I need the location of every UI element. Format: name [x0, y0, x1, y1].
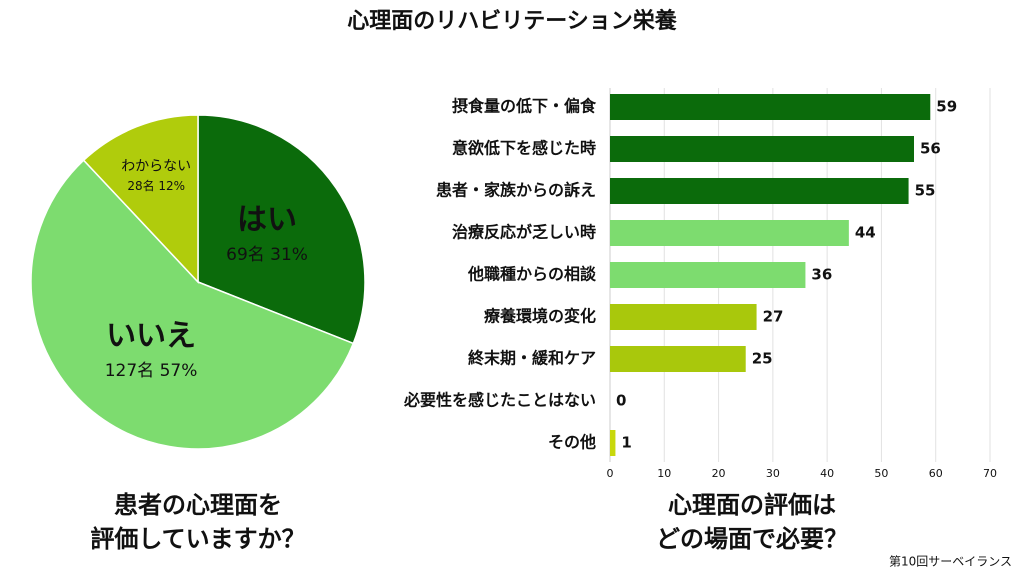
pie-slice — [82, 114, 199, 284]
x-tick-label: 70 — [983, 467, 997, 480]
y-tick-label: 療養環境の変化 — [484, 307, 596, 326]
value-label: 59 — [936, 98, 957, 116]
x-tick-label: 50 — [874, 467, 888, 480]
chart-title: どの場面で必要？ — [656, 525, 848, 553]
pie-slice — [197, 114, 366, 345]
value-label: 55 — [915, 182, 936, 200]
y-tick-label: 他職種からの相談 — [467, 265, 597, 284]
y-tick-label: 摂食量の低下・偏食 — [452, 97, 597, 116]
bar — [610, 346, 746, 372]
x-tick-label: 20 — [712, 467, 726, 480]
source: 第10回サーベイランス — [889, 555, 1012, 569]
value-label: 1 — [621, 434, 631, 452]
x-tick-label: 40 — [820, 467, 834, 480]
slice-label: はい — [237, 203, 297, 238]
value-label: 36 — [811, 266, 832, 284]
chart-title: 心理面の評価は — [668, 491, 836, 519]
bar — [610, 304, 757, 330]
value-label: 56 — [920, 140, 941, 158]
x-tick-label: 10 — [657, 467, 671, 480]
y-tick-label: 意欲低下を感じた時 — [452, 139, 596, 158]
page-title: 心理面のリハビリテーション栄養 — [347, 8, 677, 34]
bar — [610, 430, 616, 456]
bar — [610, 136, 914, 162]
value-label: 0 — [616, 392, 626, 410]
slice-label: いいえ — [106, 319, 196, 354]
value-label: 44 — [855, 224, 876, 242]
x-tick-label: 30 — [766, 467, 780, 480]
slice-label: わからない — [121, 158, 191, 174]
value-label: 27 — [763, 308, 784, 326]
slice-value-label: 28名 12% — [127, 178, 185, 193]
pie-slice — [30, 159, 355, 450]
chart-title: 評価していますか？ — [90, 525, 305, 553]
bar — [610, 262, 806, 288]
y-tick-label: 必要性を感じたことはない — [403, 391, 596, 410]
y-tick-label: その他 — [548, 433, 596, 452]
y-tick-label: 患者・家族からの訴え — [436, 181, 596, 200]
bar — [610, 178, 909, 204]
y-tick-label: 治療反応が乏しい時 — [452, 223, 596, 242]
x-tick-label: 60 — [929, 467, 943, 480]
x-tick-label: 0 — [607, 467, 614, 480]
slice-value-label: 127名 57% — [105, 361, 198, 381]
value-label: 25 — [752, 350, 773, 368]
bar — [610, 94, 931, 120]
chart-title: 患者の心理面を — [114, 491, 282, 519]
y-tick-label: 終末期・緩和ケア — [468, 349, 596, 368]
bar — [610, 220, 849, 246]
slice-value-label: 69名 31% — [226, 245, 308, 265]
